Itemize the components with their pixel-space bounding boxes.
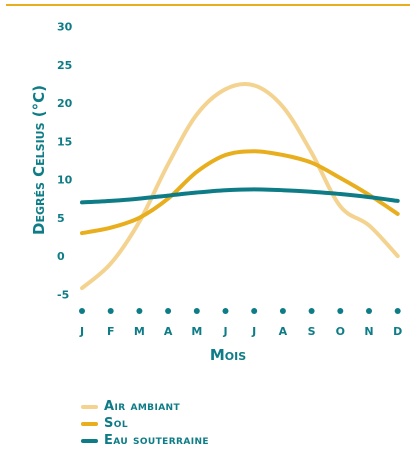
x-axis-dot (222, 308, 229, 314)
x-axis-dot (136, 308, 143, 314)
legend: Air ambiant Sol Eau souterraine (81, 398, 209, 449)
legend-item: Sol (81, 415, 209, 432)
x-tick-label: J (222, 325, 227, 338)
y-axis-title: Degrés Celsius (°C) (30, 85, 48, 235)
legend-swatch (81, 421, 98, 426)
legend-swatch (81, 438, 98, 443)
legend-swatch (81, 404, 98, 409)
x-axis-dot (107, 308, 114, 314)
y-tick-label: 25 (57, 59, 72, 72)
y-tick-label: 10 (57, 174, 73, 187)
y-tick-label: 5 (57, 212, 65, 225)
legend-label: Eau souterraine (104, 433, 209, 448)
series-line-0 (80, 82, 400, 291)
x-axis-dot (165, 308, 172, 314)
x-tick-label: O (336, 325, 345, 338)
x-tick-label: A (279, 325, 288, 338)
top-rule (6, 4, 410, 6)
x-axis-dot (279, 308, 286, 314)
x-tick-label: M (191, 325, 202, 338)
x-tick-label: D (393, 325, 402, 338)
x-axis-dot (193, 308, 200, 314)
x-tick-label: J (79, 325, 84, 338)
series-lines (80, 82, 400, 291)
x-axis-dot (366, 308, 372, 314)
x-axis-dot (79, 308, 85, 314)
x-tick-label: F (107, 325, 115, 338)
x-axis-dot (394, 308, 401, 314)
legend-label: Sol (104, 416, 128, 431)
y-tick-label: -5 (57, 288, 69, 301)
x-axis-dots (79, 308, 401, 314)
series-line-1 (80, 149, 400, 236)
x-tick-label: M (134, 325, 145, 338)
y-tick-label: 0 (57, 250, 65, 263)
y-axis-ticks: 30 25 20 15 10 5 0 -5 (57, 21, 73, 302)
x-tick-label: S (308, 325, 316, 338)
x-axis-title: Mois (210, 346, 246, 364)
x-tick-label: N (364, 325, 373, 338)
legend-label: Air ambiant (104, 399, 181, 414)
x-axis-dot (308, 308, 315, 314)
y-tick-label: 15 (57, 135, 72, 148)
x-axis-dot (337, 308, 344, 314)
y-tick-label: 20 (57, 97, 73, 110)
series-line-2 (80, 187, 400, 205)
legend-item: Eau souterraine (81, 432, 209, 449)
x-tick-label: A (164, 325, 173, 338)
x-axis-dot (251, 308, 258, 314)
x-tick-label: J (251, 325, 256, 338)
legend-item: Air ambiant (81, 398, 209, 415)
y-tick-label: 30 (57, 21, 73, 34)
